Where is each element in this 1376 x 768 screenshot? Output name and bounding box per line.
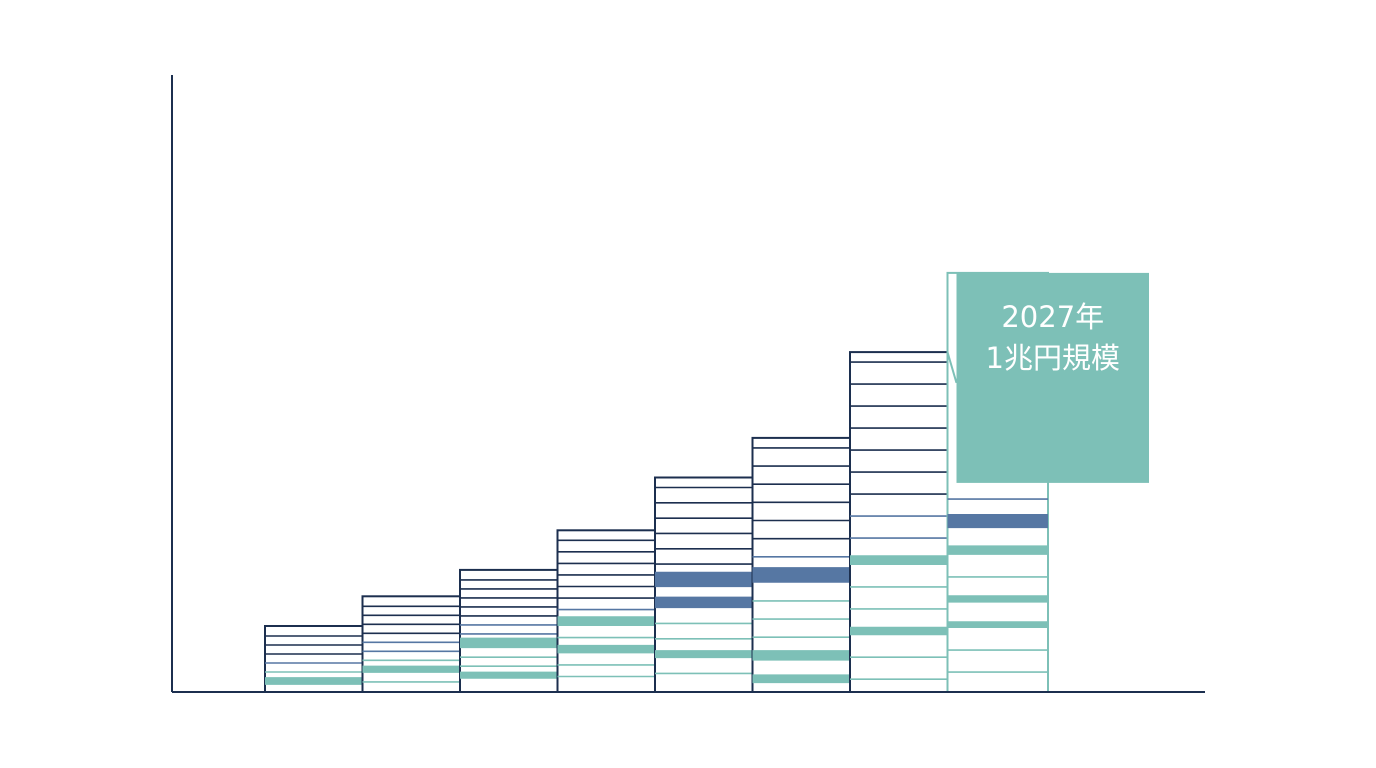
callout-box bbox=[956, 272, 1149, 483]
callout-connector bbox=[946, 351, 958, 384]
bar-4 bbox=[556, 529, 656, 693]
callout-year: 2027年 bbox=[1001, 300, 1104, 334]
bar-series bbox=[264, 271, 1049, 694]
bar-2 bbox=[361, 595, 461, 693]
annotation-callout: 2027年 1兆円規模 bbox=[946, 272, 1149, 483]
callout-scale: 1兆円規模 bbox=[986, 341, 1120, 375]
bar-7 bbox=[849, 351, 949, 693]
